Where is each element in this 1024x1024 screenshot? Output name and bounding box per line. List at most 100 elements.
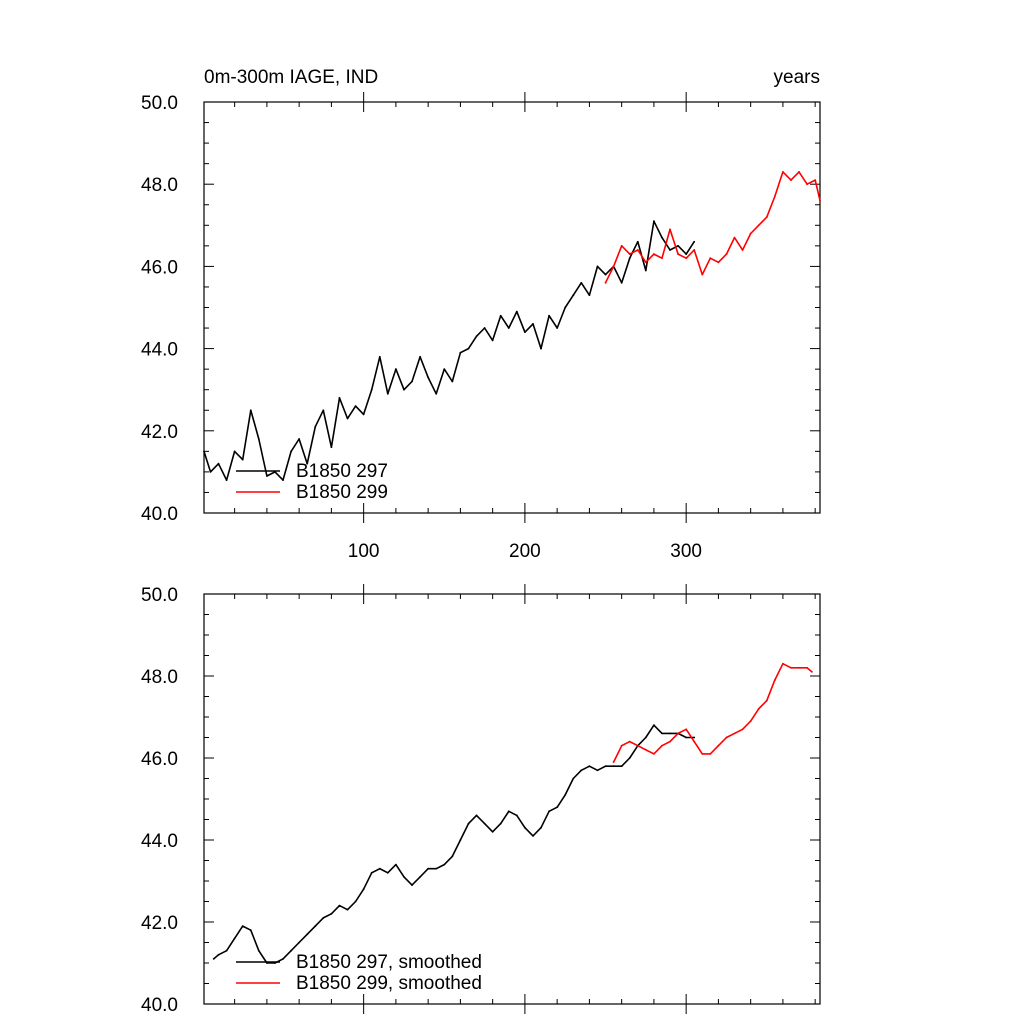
- data-point: [435, 867, 438, 870]
- y-tick-label: 48.0: [141, 667, 178, 688]
- data-point: [427, 867, 430, 870]
- plot-frame: [203, 101, 821, 514]
- data-point: [749, 720, 752, 722]
- data-point: [677, 244, 679, 247]
- data-point: [572, 777, 575, 780]
- data-point: [507, 327, 510, 329]
- y-tick-label: 44.0: [141, 831, 178, 852]
- bottom-panel: 40.0 42.0 44.0 46.0 48.0 50.0 B1850 297, smoot…: [141, 584, 821, 1016]
- data-point: [653, 253, 655, 255]
- data-point: [233, 450, 236, 453]
- data-point: [644, 736, 647, 739]
- data-point: [483, 327, 486, 329]
- data-point: [491, 830, 494, 833]
- data-point: [604, 765, 607, 768]
- data-point: [515, 814, 518, 817]
- data-point: [669, 732, 671, 735]
- data-point: [685, 257, 688, 260]
- data-point: [483, 822, 486, 825]
- data-point: [419, 355, 421, 358]
- data-point: [411, 380, 413, 383]
- data-point: [378, 355, 381, 358]
- data-point: [733, 732, 736, 735]
- data-point: [604, 281, 607, 284]
- y-tick-label: 42.0: [141, 422, 178, 443]
- data-point: [548, 314, 550, 317]
- data-point: [362, 413, 365, 416]
- data-point: [298, 941, 301, 944]
- data-point: [209, 471, 212, 473]
- data-point: [467, 347, 470, 350]
- data-point: [811, 671, 813, 673]
- data-point: [612, 761, 615, 763]
- data-point: [636, 240, 639, 243]
- data-point: [499, 822, 502, 825]
- data-point: [249, 409, 252, 412]
- data-point: [249, 929, 252, 932]
- data-point: [653, 724, 655, 727]
- data-point: [306, 933, 309, 936]
- data-point: [322, 917, 325, 919]
- data-point: [741, 249, 744, 251]
- data-point: [524, 331, 526, 334]
- data-point: [782, 170, 784, 173]
- y-tick-label: 46.0: [141, 749, 178, 770]
- data-point: [548, 810, 550, 813]
- data-point: [435, 392, 438, 395]
- data-point: [346, 417, 349, 420]
- data-point: [628, 757, 631, 759]
- series-line-0: [203, 220, 695, 481]
- data-point: [257, 438, 260, 440]
- data-point: [620, 744, 623, 747]
- data-point: [524, 826, 526, 829]
- data-point: [669, 249, 671, 251]
- data-point: [257, 949, 260, 952]
- series-line-1: [612, 662, 813, 763]
- data-point: [773, 679, 776, 681]
- data-point: [677, 732, 679, 735]
- data-point: [628, 257, 631, 260]
- data-point: [556, 806, 559, 809]
- y-tick-label: 44.0: [141, 340, 178, 361]
- data-point: [265, 475, 268, 477]
- data-point: [725, 736, 728, 739]
- data-point: [532, 323, 534, 325]
- y-tick-label: 48.0: [141, 175, 178, 196]
- data-point: [661, 257, 663, 260]
- data-point: [241, 925, 244, 927]
- data-point: [636, 744, 639, 747]
- data-point: [790, 179, 792, 181]
- data-point: [819, 199, 821, 202]
- data-point: [741, 728, 744, 731]
- data-point: [814, 179, 817, 181]
- data-point: [306, 462, 309, 465]
- data-point: [765, 699, 768, 702]
- chart-units: years: [774, 67, 820, 88]
- data-point: [346, 908, 349, 911]
- y-tick-label: 50.0: [141, 585, 178, 606]
- data-point: [725, 253, 728, 255]
- data-point: [661, 236, 663, 239]
- data-point: [669, 228, 671, 231]
- data-point: [717, 744, 720, 747]
- data-point: [282, 479, 284, 482]
- data-point: [701, 273, 704, 276]
- data-point: [733, 236, 736, 239]
- data-point: [620, 281, 623, 284]
- data-point: [403, 388, 405, 391]
- data-point: [314, 925, 317, 927]
- data-point: [370, 388, 373, 391]
- plot-frame: [203, 593, 821, 1005]
- data-point: [241, 458, 244, 461]
- data-point: [757, 707, 760, 710]
- data-point: [411, 884, 413, 886]
- data-point: [798, 666, 800, 669]
- data-point: [475, 814, 478, 817]
- data-point: [507, 810, 510, 813]
- data-point: [475, 335, 478, 338]
- data-point: [451, 380, 454, 383]
- data-point: [322, 409, 325, 412]
- data-point: [532, 835, 534, 837]
- data-point: [628, 740, 631, 743]
